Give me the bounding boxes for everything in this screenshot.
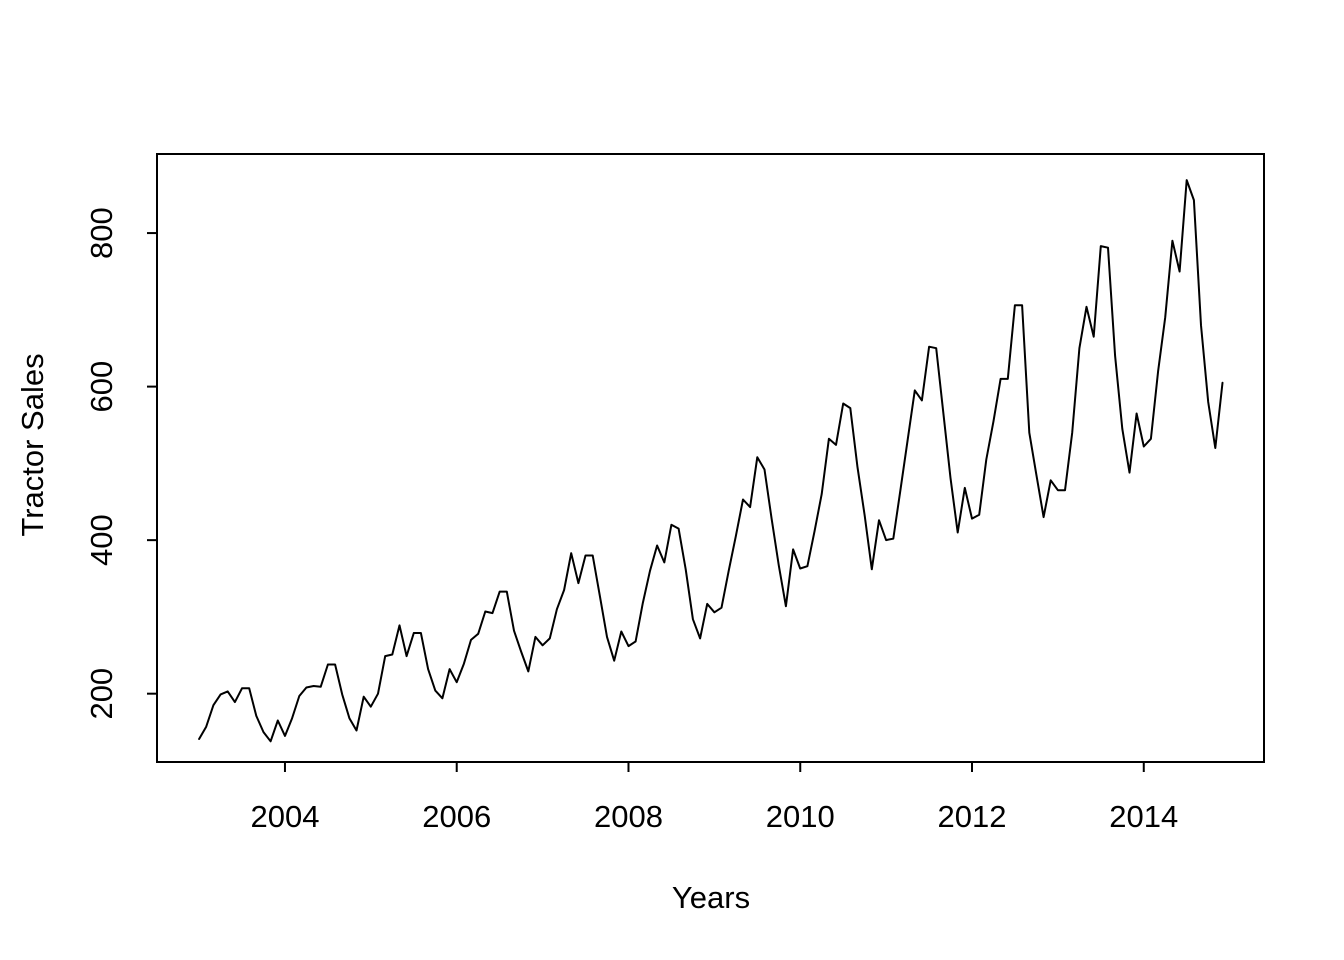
x-tick-label: 2010 xyxy=(766,799,835,834)
x-tick-label: 2012 xyxy=(938,799,1007,834)
x-tick-label: 2014 xyxy=(1109,799,1178,834)
plot-border-box xyxy=(156,153,1265,763)
y-axis-ticks xyxy=(147,232,157,695)
x-tick-label: 2004 xyxy=(250,799,319,834)
y-tick-label: 600 xyxy=(84,361,119,413)
y-axis-title: Tractor Sales xyxy=(15,353,50,537)
y-tick-label: 200 xyxy=(84,668,119,720)
x-axis-ticks xyxy=(283,762,1145,772)
x-tick-label: 2008 xyxy=(594,799,663,834)
x-tick-label: 2006 xyxy=(422,799,491,834)
tractor-sales-series-line xyxy=(198,179,1224,743)
y-tick-label: 800 xyxy=(84,207,119,259)
y-tick-label: 400 xyxy=(84,514,119,566)
x-axis-tick-labels: 2004 2006 2008 2010 2012 2014 xyxy=(250,799,1178,834)
x-axis-title: Years xyxy=(671,880,751,915)
y-axis-tick-labels: 200 400 600 800 xyxy=(84,207,119,719)
